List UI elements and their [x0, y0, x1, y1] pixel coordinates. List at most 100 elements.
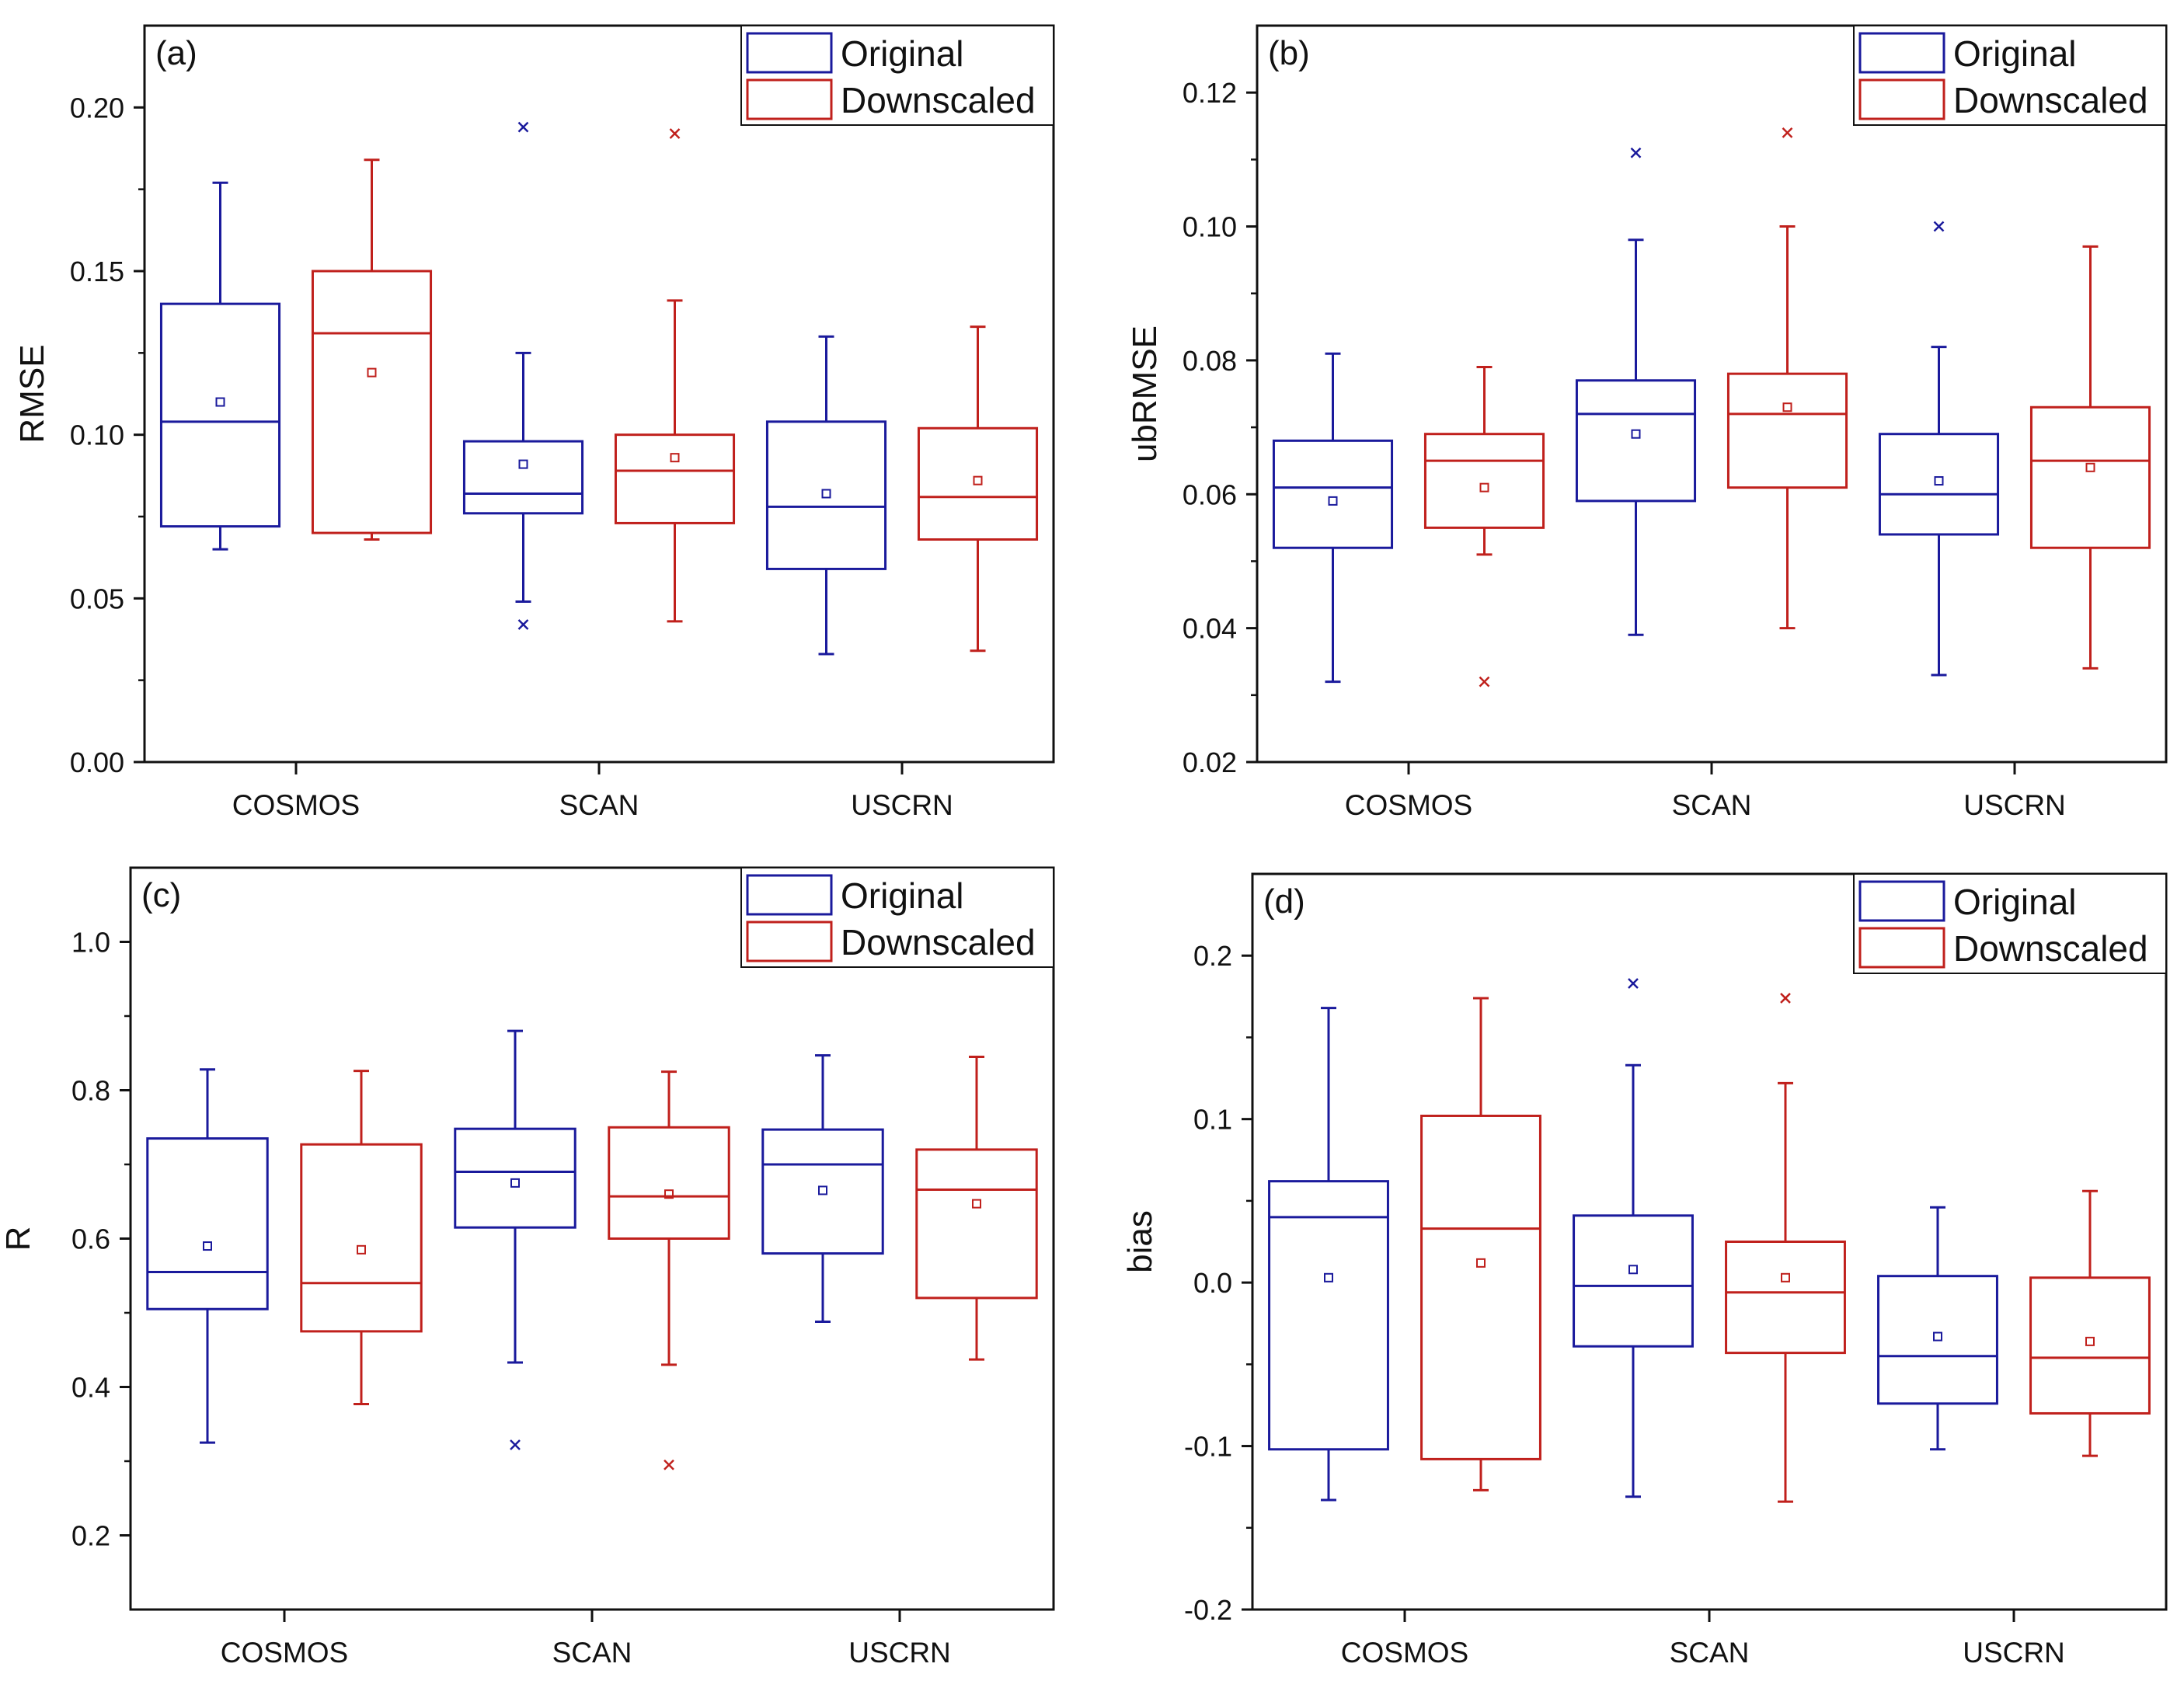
- y-tick-label: -0.2: [1184, 1594, 1232, 1626]
- legend-swatch-downscaled: [1858, 927, 1945, 969]
- box-iqr: [1423, 433, 1545, 529]
- x-tick-label: COSMOS: [221, 1637, 348, 1669]
- outlier-marker: [517, 121, 529, 133]
- box-iqr: [1726, 372, 1848, 489]
- box-iqr: [1272, 439, 1394, 549]
- outlier-stroke: [1933, 221, 1945, 232]
- y-tick-label: 0.6: [71, 1223, 110, 1255]
- mean-marker: [821, 489, 831, 499]
- box-iqr: [1268, 1180, 1389, 1451]
- outlier-stroke: [1782, 127, 1793, 138]
- box-original-scan: [462, 121, 584, 630]
- legend-swatch-downscaled: [1858, 78, 1945, 120]
- box-downscaled-uscrn: [2029, 1189, 2151, 1457]
- box-downscaled-cosmos: [300, 1070, 423, 1405]
- box-downscaled-scan: [1726, 127, 1848, 630]
- outlier-marker: [1782, 127, 1793, 138]
- box-iqr: [1575, 379, 1697, 503]
- box-iqr: [300, 1143, 423, 1333]
- y-tick-label: 0.08: [1183, 345, 1237, 377]
- legend-swatch-original: [1858, 880, 1945, 922]
- outlier-stroke: [664, 1459, 674, 1470]
- box-iqr: [765, 420, 887, 570]
- outlier-marker: [1479, 676, 1490, 687]
- y-tick-label: 0.12: [1183, 77, 1237, 109]
- y-tick-label: 0.10: [70, 419, 124, 451]
- mean-marker: [1933, 1331, 1942, 1342]
- box-original-cosmos: [146, 1068, 269, 1444]
- mean-marker: [670, 453, 680, 463]
- legend-frame: [1853, 873, 2167, 974]
- outlier-marker: [669, 128, 681, 139]
- outlier-stroke: [517, 619, 529, 630]
- box-iqr: [761, 1128, 884, 1255]
- y-tick-label: 0.2: [71, 1520, 110, 1552]
- outlier-stroke: [1780, 993, 1791, 1004]
- plot-frame: [1256, 24, 2168, 764]
- legend-swatch-original: [746, 32, 833, 74]
- panel-label: (a): [155, 34, 197, 72]
- legend-frame: [740, 25, 1054, 126]
- chart-panel-2: 0.02 0.04 0.06 0.08 0.10 0.12 ubRMSE COSMOS SCAN…: [1126, 24, 2168, 821]
- box-downscaled-scan: [1725, 993, 1846, 1503]
- mean-marker: [972, 1199, 981, 1209]
- box-iqr: [915, 1148, 1038, 1300]
- box-original-uscrn: [765, 335, 887, 656]
- y-tick-label: 1.0: [71, 927, 110, 959]
- y-tick-label: 0.8: [71, 1075, 110, 1107]
- outlier-stroke: [669, 128, 681, 139]
- legend-label: Original: [841, 875, 964, 916]
- box-iqr: [2029, 1276, 2151, 1415]
- legend: Original Downscaled: [1853, 873, 2167, 974]
- box-iqr: [311, 270, 433, 534]
- y-tick-label: 0.04: [1183, 613, 1237, 645]
- outlier-marker: [1630, 147, 1642, 158]
- box-iqr: [1878, 433, 2000, 536]
- legend: Original Downscaled: [1853, 25, 2167, 126]
- mean-marker: [1631, 429, 1641, 439]
- box-downscaled-scan: [608, 1070, 730, 1470]
- legend-label: Downscaled: [841, 922, 1036, 962]
- x-tick-label: SCAN: [1672, 789, 1752, 821]
- legend-label: Downscaled: [841, 80, 1036, 120]
- box-iqr: [1573, 1214, 1694, 1348]
- outlier-stroke: [1479, 676, 1490, 687]
- box-iqr: [917, 426, 1039, 541]
- y-axis-label: R: [0, 1227, 37, 1251]
- x-tick-label: SCAN: [552, 1637, 632, 1669]
- outlier-marker: [1780, 993, 1791, 1004]
- panel-label: (c): [141, 876, 181, 914]
- legend-swatch-downscaled: [746, 78, 833, 120]
- x-tick-label: COSMOS: [1345, 789, 1472, 821]
- box-iqr: [1877, 1275, 1998, 1405]
- mean-marker: [215, 397, 225, 407]
- legend: Original Downscaled: [740, 25, 1054, 126]
- box-original-uscrn: [1877, 1206, 1998, 1451]
- box-downscaled-uscrn: [2029, 245, 2151, 670]
- box-original-uscrn: [1878, 221, 2000, 677]
- outlier-marker: [664, 1459, 674, 1470]
- x-tick-label: SCAN: [559, 789, 639, 821]
- x-tick-label: COSMOS: [232, 789, 360, 821]
- x-tick-label: USCRN: [1963, 1637, 2065, 1669]
- chart-panel-3: 0.2 0.4 0.6 0.8 1.0 R COSMOS SCAN USCRN (c) Origin…: [0, 866, 1055, 1669]
- y-tick-label: 0.0: [1193, 1267, 1232, 1299]
- y-axis-label: ubRMSE: [1126, 325, 1164, 462]
- box-iqr: [614, 433, 736, 524]
- box-downscaled-uscrn: [917, 325, 1039, 653]
- mean-marker: [1934, 476, 1944, 486]
- mean-marker: [367, 367, 377, 378]
- legend-swatch-original: [746, 874, 833, 916]
- legend-swatch-original: [1858, 32, 1945, 74]
- panel-label: (b): [1268, 34, 1310, 72]
- box-iqr: [2029, 405, 2151, 549]
- box-original-uscrn: [761, 1054, 884, 1323]
- box-original-cosmos: [1272, 352, 1394, 684]
- y-tick-label: -0.1: [1184, 1431, 1232, 1463]
- plot-frame: [1251, 872, 2168, 1611]
- y-tick-label: 0.15: [70, 256, 124, 287]
- mean-marker: [357, 1244, 366, 1255]
- panel-label: (d): [1263, 882, 1305, 921]
- box-original-cosmos: [1268, 1007, 1389, 1502]
- box-iqr: [462, 440, 584, 515]
